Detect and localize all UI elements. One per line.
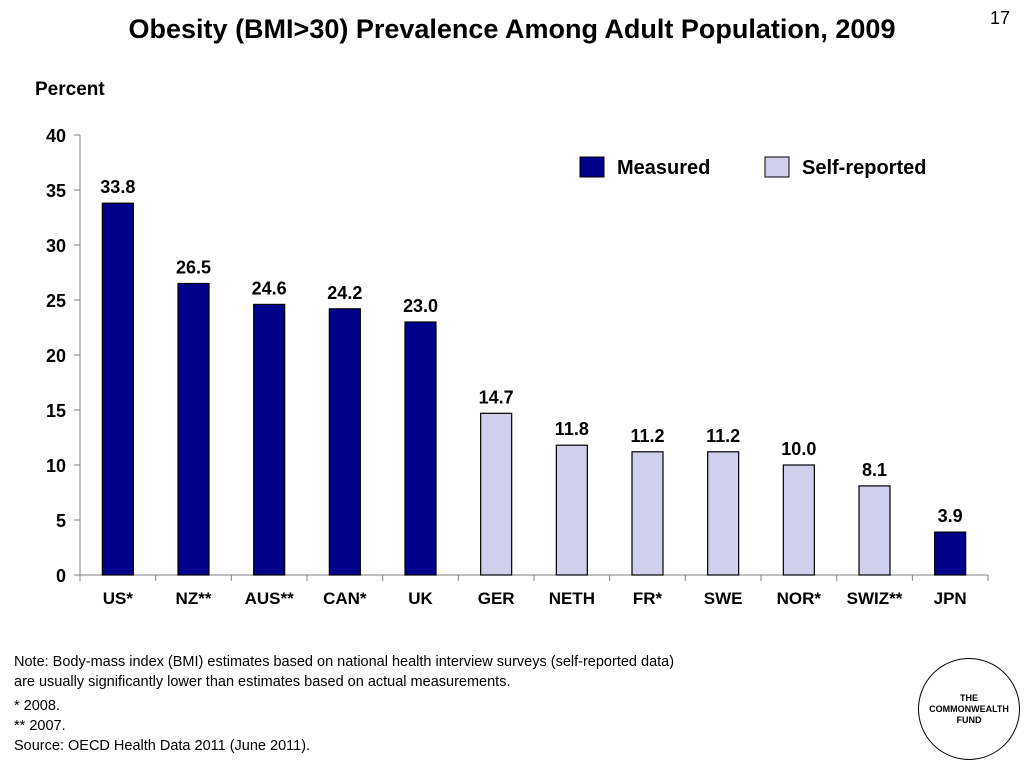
source-note: Source: OECD Health Data 2011 (June 2011…: [14, 738, 311, 754]
bar-value-label: 24.2: [327, 283, 362, 303]
y-tick-label: 25: [46, 291, 66, 311]
note-line-1: Note: Body-mass index (BMI) estimates ba…: [14, 654, 675, 670]
bar: [404, 321, 437, 576]
bar-value-label: 23.0: [403, 296, 438, 316]
footnote-2008: * 2008.: [14, 698, 60, 714]
bar-value-label: 11.8: [555, 419, 589, 439]
y-tick-label: 20: [46, 346, 66, 366]
x-tick-label: UK: [408, 589, 433, 608]
x-tick-label: CAN*: [323, 589, 367, 608]
bar-value-label: 33.8: [100, 177, 135, 197]
y-tick-label: 5: [56, 511, 66, 531]
y-tick-label: 40: [46, 126, 66, 146]
x-tick-label: NZ**: [176, 589, 212, 608]
legend-label-measured: Measured: [617, 157, 710, 179]
bar-value-label: 10.0: [781, 439, 816, 459]
y-tick-label: 35: [46, 181, 66, 201]
y-tick-label: 15: [46, 401, 66, 421]
note-line-2: are usually significantly lower than est…: [14, 674, 511, 690]
x-tick-label: NETH: [549, 589, 595, 608]
bar: [253, 303, 286, 576]
footnote-2007: ** 2007.: [14, 718, 66, 734]
bar-value-label: 3.9: [938, 506, 963, 526]
bar: [707, 451, 740, 576]
bar: [480, 412, 513, 576]
x-tick-label: NOR*: [777, 589, 822, 608]
chart-bars: 33.8 US* 26.5 NZ** 24.6 AUS** 24.2 CAN* 23.0 UK 14…: [100, 177, 966, 608]
legend-label-self: Self-reported: [802, 157, 926, 179]
y-tick-label: 10: [46, 456, 66, 476]
bar-value-label: 14.7: [479, 387, 514, 407]
chart-legend: Measured Self-reported: [579, 156, 926, 179]
y-tick-label: 0: [56, 566, 66, 586]
bar: [328, 308, 361, 576]
bar-chart: Percent 0 5 10 15 20 25 30 35 40 33.8 US* 26.5 NZ** 2…: [35, 79, 989, 608]
legend-swatch-measured: [579, 156, 605, 178]
x-tick-label: SWE: [704, 589, 743, 608]
x-tick-label: AUS**: [245, 589, 295, 608]
bar: [858, 485, 891, 576]
bar-value-label: 11.2: [630, 426, 664, 446]
chart-notes: Note: Body-mass index (BMI) estimates ba…: [14, 652, 834, 756]
x-tick-label: SWIZ**: [847, 589, 903, 608]
bar: [555, 444, 588, 576]
y-axis-label: Percent: [35, 79, 105, 100]
logo-text: THE COMMONWEALTH FUND: [929, 692, 1009, 725]
page-number: 17: [989, 8, 1010, 28]
x-tick-label: GER: [478, 589, 515, 608]
bar: [631, 451, 664, 576]
bar-value-label: 8.1: [862, 460, 887, 480]
bar: [177, 282, 210, 576]
bar-value-label: 24.6: [252, 278, 287, 298]
y-tick-label: 30: [46, 236, 66, 256]
bar: [782, 464, 815, 576]
bar-value-label: 11.2: [706, 426, 740, 446]
x-tick-label: US*: [103, 589, 134, 608]
bar-value-label: 26.5: [176, 258, 211, 278]
legend-swatch-self: [764, 156, 790, 178]
commonwealth-fund-logo: THE COMMONWEALTH FUND: [918, 658, 1020, 760]
chart-title: Obesity (BMI>30) Prevalence Among Adult …: [128, 14, 896, 44]
bar: [934, 531, 967, 576]
chart-axes: Percent 0 5 10 15 20 25 30 35 40: [35, 79, 989, 586]
x-tick-label: FR*: [633, 589, 663, 608]
x-tick-label: JPN: [934, 589, 967, 608]
bar: [101, 202, 134, 576]
